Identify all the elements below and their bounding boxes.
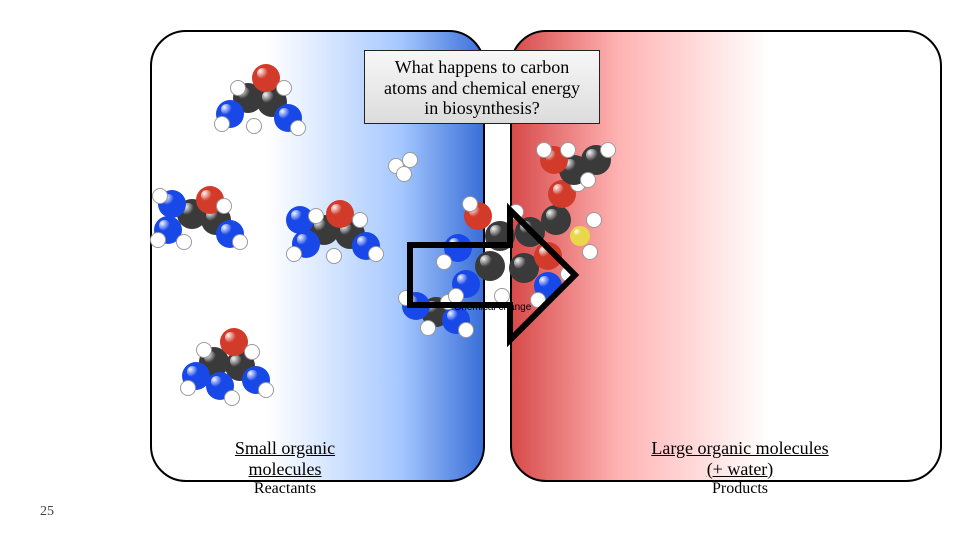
atom-H (180, 380, 196, 396)
atom-H (326, 248, 342, 264)
atom-H (152, 188, 168, 204)
atom-H (290, 120, 306, 136)
diagram-stage: Chemical change What happens to carbon a… (0, 0, 960, 540)
atom-H (230, 80, 246, 96)
atom-H (600, 142, 616, 158)
atom-H (352, 212, 368, 228)
title-text: What happens to carbon atoms and chemica… (384, 57, 580, 118)
reaction-arrow (400, 195, 585, 355)
atom-H (586, 212, 602, 228)
atom-H (536, 142, 552, 158)
atom-H (276, 80, 292, 96)
arrow-label: Chemical change (454, 302, 531, 313)
atom-H (196, 342, 212, 358)
atom-H (286, 246, 302, 262)
atom-H (258, 382, 274, 398)
atom-H (560, 142, 576, 158)
atom-H (308, 208, 324, 224)
title-box: What happens to carbon atoms and chemica… (364, 50, 600, 124)
atom-H (232, 234, 248, 250)
atom-H (150, 232, 166, 248)
atom-H (176, 234, 192, 250)
atom-O (326, 200, 354, 228)
atom-H (368, 246, 384, 262)
atom-H (580, 172, 596, 188)
atom-H (216, 198, 232, 214)
atom-H (246, 118, 262, 134)
atom-H (224, 390, 240, 406)
atom-H (214, 116, 230, 132)
atom-H (244, 344, 260, 360)
atom-H (396, 166, 412, 182)
